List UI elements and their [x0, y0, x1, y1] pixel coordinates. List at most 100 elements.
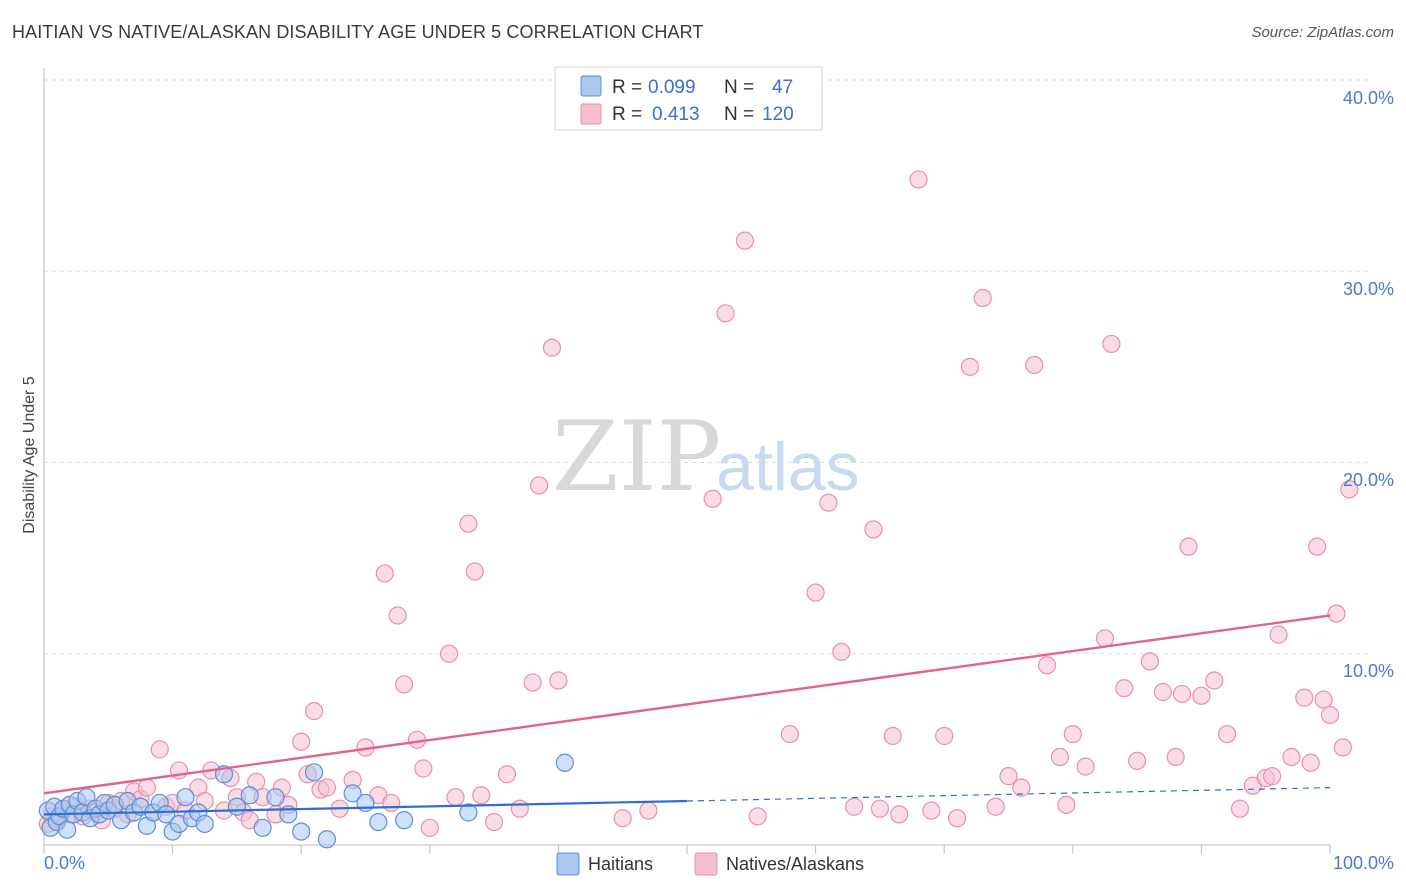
natives-point	[510, 799, 529, 818]
natives-point	[1095, 629, 1115, 648]
natives-point	[485, 812, 504, 832]
natives-point	[420, 818, 439, 837]
haitians-point	[555, 753, 574, 772]
natives-point	[845, 797, 864, 816]
legend-haitians-swatch	[580, 75, 602, 97]
watermark-atlas: atlas	[716, 429, 860, 505]
natives-point	[909, 170, 928, 189]
haitians-point	[343, 784, 362, 803]
natives-point	[960, 357, 980, 376]
natives-point	[446, 788, 465, 807]
haitians-point	[253, 818, 272, 837]
haitians-trend-extension	[686, 787, 1331, 802]
haitians-point	[459, 803, 478, 822]
natives-point	[870, 799, 890, 818]
natives-point	[1230, 799, 1250, 818]
natives-point	[1102, 334, 1121, 354]
haitians-point	[394, 811, 414, 830]
haitians-point	[292, 822, 311, 841]
natives-point	[317, 778, 337, 797]
natives-point	[542, 338, 562, 357]
natives-point	[150, 740, 169, 759]
natives-point	[1192, 686, 1211, 705]
natives-point	[523, 673, 542, 692]
y-tick-label-40: 40.0%	[1343, 88, 1394, 108]
legend-n-value-natives: 120	[762, 104, 794, 125]
source-label: Source: ZipAtlas.com	[1251, 24, 1394, 41]
natives-point	[947, 809, 967, 828]
haitians-point	[176, 788, 195, 807]
natives-point	[1140, 652, 1160, 671]
x-tick-label-min: 0.0%	[44, 853, 85, 873]
natives-point	[465, 562, 484, 581]
natives-point	[1263, 767, 1282, 786]
natives-point	[459, 514, 478, 533]
natives-point	[703, 489, 722, 508]
natives-point	[137, 778, 156, 797]
natives-point	[780, 724, 799, 744]
y-axis-label: Disability Age Under 5	[21, 376, 38, 534]
y-tick-label-20: 20.0%	[1343, 470, 1394, 490]
natives-point	[1050, 747, 1070, 767]
legend-r-label-haitians: R =	[612, 77, 642, 98]
natives-point	[1218, 724, 1237, 744]
natives-point	[549, 671, 568, 690]
haitians-point	[240, 786, 259, 805]
natives-point	[382, 793, 401, 813]
natives-point	[1076, 757, 1095, 776]
legend-n-label-haitians: N =	[724, 77, 754, 98]
natives-point	[806, 583, 825, 602]
natives-point	[414, 759, 433, 778]
bottom-legend-natives-swatch	[694, 852, 718, 876]
x-tick-label-max: 100.0%	[1333, 853, 1394, 873]
natives-point	[1063, 724, 1082, 744]
points-layer	[38, 170, 1359, 849]
natives-point	[1153, 682, 1172, 702]
grid-layer	[44, 79, 1372, 655]
legend-natives-swatch	[580, 103, 602, 125]
natives-point	[1025, 355, 1044, 375]
watermark: ZIP atlas	[552, 401, 860, 513]
bottom-legend-natives-label: Natives/Alaskans	[726, 854, 864, 874]
natives-point	[1205, 671, 1224, 690]
natives-point	[1166, 747, 1185, 767]
natives-point	[1115, 679, 1134, 698]
legend-box: R = 0.099 N = 47 R = 0.413 N = 120	[554, 66, 823, 131]
bottom-legend: Haitians Natives/Alaskans	[556, 852, 864, 876]
natives-point	[986, 797, 1005, 816]
natives-point	[375, 564, 394, 583]
natives-point	[497, 765, 517, 784]
natives-point	[1127, 751, 1147, 770]
natives-point	[748, 807, 767, 826]
natives-point	[864, 520, 883, 539]
natives-point	[1057, 795, 1076, 814]
natives-point	[530, 476, 549, 495]
natives-point	[819, 493, 838, 512]
natives-point	[1173, 684, 1192, 704]
legend-n-value-haitians: 47	[772, 77, 793, 98]
natives-point	[999, 767, 1018, 786]
natives-point	[922, 801, 941, 820]
natives-point	[832, 642, 851, 661]
haitians-point	[266, 788, 285, 807]
natives-point	[439, 644, 459, 663]
haitians-point	[58, 820, 77, 839]
natives-point	[1012, 778, 1031, 797]
haitians-trend-line	[43, 799, 688, 816]
natives-point	[1037, 656, 1057, 675]
y-tick-label-10: 10.0%	[1343, 661, 1394, 681]
natives-point	[1320, 705, 1340, 725]
y-tick-label-30: 30.0%	[1343, 279, 1394, 299]
natives-point	[1308, 537, 1327, 556]
natives-point	[973, 288, 992, 308]
natives-point	[292, 732, 311, 751]
haitians-point	[157, 805, 176, 824]
natives-trend-line	[43, 614, 1331, 795]
natives-point	[394, 675, 414, 694]
natives-point	[1179, 537, 1198, 556]
legend-r-label-natives: R =	[612, 104, 642, 125]
natives-point	[1327, 604, 1346, 623]
haitians-point	[369, 812, 388, 832]
natives-point	[890, 805, 909, 824]
